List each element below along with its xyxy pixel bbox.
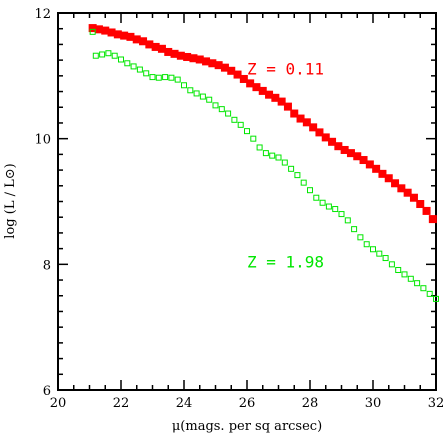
data-point [370, 246, 376, 253]
data-point [382, 255, 389, 262]
data-point [277, 97, 286, 106]
data-point [149, 74, 156, 81]
y-tick-label: 6 [43, 384, 51, 399]
data-point [206, 96, 213, 103]
data-point [262, 150, 269, 157]
data-point [321, 133, 330, 142]
x-tick-label: 20 [50, 396, 67, 411]
data-point [422, 206, 431, 215]
y-axis-label: log (L / L⊙) [3, 163, 18, 238]
x-tick-label: 32 [428, 396, 445, 411]
data-point [212, 102, 219, 109]
data-point [416, 200, 425, 209]
data-point [181, 82, 187, 89]
data-point [365, 160, 374, 169]
data-point [397, 184, 406, 193]
series-annotation: Z = 1.98 [247, 252, 324, 271]
y-tick-label: 8 [43, 258, 51, 273]
data-point [319, 199, 326, 206]
data-point [328, 137, 337, 146]
y-tick-label: 12 [34, 7, 51, 22]
data-point [99, 51, 106, 58]
data-point [105, 50, 112, 57]
data-point [388, 261, 395, 268]
x-axis-label: μ(mags. per sq arcsec) [172, 419, 322, 434]
data-point [199, 93, 206, 100]
data-point [420, 285, 427, 292]
data-point [136, 66, 143, 73]
data-point [244, 128, 250, 135]
data-point [231, 116, 238, 123]
data-point [288, 165, 295, 172]
data-point [294, 172, 301, 179]
annotation-layer: Z = 0.11 Z = 1.98 [247, 60, 324, 272]
data-point [269, 152, 276, 159]
data-point [225, 110, 232, 117]
data-point [130, 63, 137, 70]
data-point [384, 174, 393, 183]
data-point [428, 215, 437, 224]
data-point [325, 203, 332, 210]
x-tick-label: 26 [239, 396, 256, 411]
data-point [283, 102, 292, 111]
data-point [111, 52, 118, 59]
data-point [344, 217, 351, 224]
data-point [250, 135, 257, 142]
data-point [407, 275, 414, 282]
data-point [187, 87, 194, 94]
data-point [372, 164, 381, 173]
data-point [118, 56, 124, 63]
x-tick-label: 28 [302, 396, 319, 411]
x-tick-label: 30 [365, 396, 382, 411]
data-point [281, 159, 288, 166]
data-point [351, 226, 358, 233]
axis-tick-labels: 20 22 24 26 28 30 32 6 8 10 12 [34, 7, 444, 411]
data-point [290, 109, 299, 118]
data-point [300, 179, 307, 186]
data-point [395, 266, 402, 273]
x-tick-label: 22 [113, 396, 130, 411]
data-point [315, 128, 324, 137]
data-point [403, 188, 412, 197]
data-point [359, 156, 368, 165]
data-point [426, 290, 433, 297]
data-point [357, 234, 364, 241]
data-point [363, 241, 370, 248]
series-annotation: Z = 0.11 [247, 60, 324, 79]
data-point [168, 74, 175, 81]
data-point [174, 76, 181, 83]
data-point [376, 250, 383, 257]
series-layer [88, 24, 439, 302]
data-point [275, 154, 282, 161]
data-point [233, 70, 242, 79]
series-z-1-98 [89, 28, 439, 302]
data-point [89, 28, 96, 35]
data-point [401, 271, 408, 278]
data-point [338, 211, 345, 218]
data-point [237, 121, 244, 128]
data-point [307, 187, 313, 194]
data-point [239, 74, 248, 83]
data-point [309, 123, 318, 132]
x-tick-label: 24 [176, 396, 193, 411]
data-point [332, 206, 339, 213]
data-point [302, 118, 311, 127]
data-point [193, 90, 200, 97]
data-point [391, 179, 400, 188]
data-point [256, 144, 263, 151]
data-point [155, 74, 162, 81]
data-point [143, 70, 150, 77]
data-point [409, 193, 418, 202]
data-point [414, 280, 421, 287]
data-point [433, 295, 439, 302]
data-point [92, 52, 99, 59]
data-point [378, 169, 387, 178]
data-point [313, 194, 320, 201]
series-z-0-11 [88, 24, 437, 224]
data-point [218, 106, 225, 113]
data-point [124, 60, 131, 67]
data-point [162, 74, 169, 81]
y-tick-label: 10 [34, 133, 51, 148]
